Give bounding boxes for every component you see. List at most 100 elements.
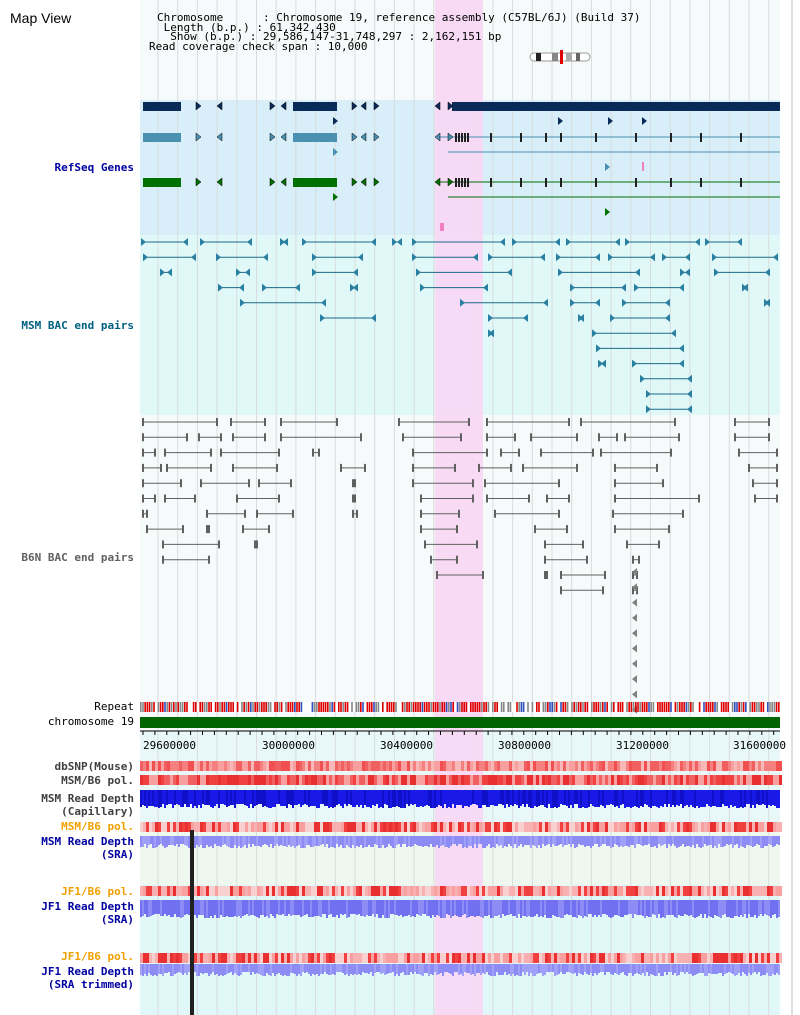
- pol-cell: [773, 822, 776, 832]
- depth-bar: [546, 900, 548, 918]
- pol-cell: [662, 886, 665, 896]
- depth-bar: [390, 790, 392, 808]
- depth-bar: [752, 836, 754, 847]
- bac-end: [142, 479, 144, 488]
- pol-cell: [308, 886, 311, 896]
- bac-end: [486, 494, 488, 503]
- depth-bar: [616, 836, 618, 845]
- depth-bar: [474, 900, 476, 917]
- depth-bar: [376, 790, 378, 804]
- msm-bac-track[interactable]: [141, 238, 778, 414]
- bac-end: [180, 479, 182, 488]
- depth-bar: [522, 790, 524, 804]
- pol-cell: [737, 886, 740, 896]
- pol-cell: [218, 886, 221, 896]
- pol-cell: [389, 886, 392, 896]
- depth-bar: [436, 964, 438, 975]
- pol-cell: [299, 953, 302, 963]
- repeat-segment: [254, 702, 256, 712]
- repeat-track[interactable]: [140, 702, 780, 712]
- depth-bar: [198, 836, 200, 847]
- depth-bar: [712, 790, 714, 806]
- depth-bar: [234, 900, 236, 916]
- pol-cell: [206, 822, 209, 832]
- pol-cell: [617, 775, 620, 785]
- pol-cell: [371, 953, 374, 963]
- dbsnp-cell: [746, 761, 749, 771]
- repeat-segment: [593, 702, 595, 712]
- depth-bar: [180, 964, 182, 973]
- depth-bar: [378, 900, 380, 918]
- msm-bac-label[interactable]: MSM BAC end pairs: [21, 319, 134, 332]
- pol-cell: [437, 886, 440, 896]
- depth-bar: [456, 790, 458, 805]
- depth-bar: [256, 900, 258, 917]
- depth-bar: [480, 964, 482, 975]
- repeat-segment: [511, 702, 514, 712]
- depth-bar: [502, 900, 504, 914]
- pol-cell: [479, 886, 482, 896]
- pol-cell: [713, 775, 716, 785]
- depth-bar: [480, 836, 482, 844]
- depth-bar: [318, 790, 320, 808]
- depth-bar: [264, 900, 266, 917]
- pol-cell: [281, 775, 284, 785]
- gene-exon-mark: [595, 133, 597, 142]
- pol-cell: [767, 822, 770, 832]
- dbsnp-cell: [575, 761, 578, 771]
- refseq-genes-label[interactable]: RefSeq Genes: [54, 161, 134, 174]
- gene-arrow: [280, 101, 287, 111]
- depth-bar: [726, 836, 728, 844]
- pol-cell: [680, 822, 683, 832]
- repeat-segment: [738, 702, 740, 712]
- depth-bar: [592, 900, 594, 917]
- depth-bar: [776, 790, 778, 808]
- depth-bar: [252, 836, 254, 844]
- repeat-segment: [353, 702, 355, 712]
- pol-cell: [290, 775, 293, 785]
- bac-end: [340, 463, 342, 472]
- pol-cell: [161, 822, 164, 832]
- pol-cell: [641, 886, 644, 896]
- b6n-bac-label[interactable]: B6N BAC end pairs: [21, 551, 134, 564]
- bac-end: [216, 253, 221, 262]
- depth-bar: [188, 790, 190, 807]
- dbsnp-cell: [185, 761, 188, 771]
- depth-bar: [162, 836, 164, 846]
- depth-bar: [220, 836, 222, 847]
- depth-bar: [570, 964, 572, 973]
- repeat-segment: [324, 702, 327, 712]
- depth-bar: [668, 790, 670, 804]
- pol-cell: [512, 886, 515, 896]
- repeat-segment: [362, 702, 364, 712]
- pol-cell: [266, 953, 269, 963]
- refseq-genes-track[interactable]: [143, 101, 780, 231]
- depth-bar: [720, 836, 722, 847]
- b6n-bac-track[interactable]: [142, 418, 778, 714]
- pol-cell: [482, 775, 485, 785]
- pol-cell: [581, 775, 584, 785]
- depth-bar: [648, 836, 650, 844]
- repeat-segment: [151, 702, 153, 712]
- polymorphism-tracks[interactable]: [140, 761, 782, 976]
- pol-cell: [620, 953, 623, 963]
- pol-cell: [542, 953, 545, 963]
- depth-bar: [378, 964, 380, 972]
- bac-end: [776, 494, 778, 503]
- pol-cell: [335, 886, 338, 896]
- depth-bar: [366, 900, 368, 915]
- gene-exon-mark: [700, 133, 702, 142]
- chromosome-bar[interactable]: [140, 717, 780, 728]
- depth-bar: [220, 790, 222, 804]
- depth-bar: [624, 964, 626, 975]
- repeat-segment: [467, 702, 470, 712]
- pol-cell: [548, 886, 551, 896]
- bac-end: [544, 571, 546, 579]
- depth-bar: [308, 964, 310, 974]
- pol-cell: [437, 775, 440, 785]
- chromosome-ideogram[interactable]: [529, 50, 591, 64]
- repeat-segment: [448, 702, 450, 712]
- pol-cell: [287, 775, 290, 785]
- pol-cell: [206, 953, 209, 963]
